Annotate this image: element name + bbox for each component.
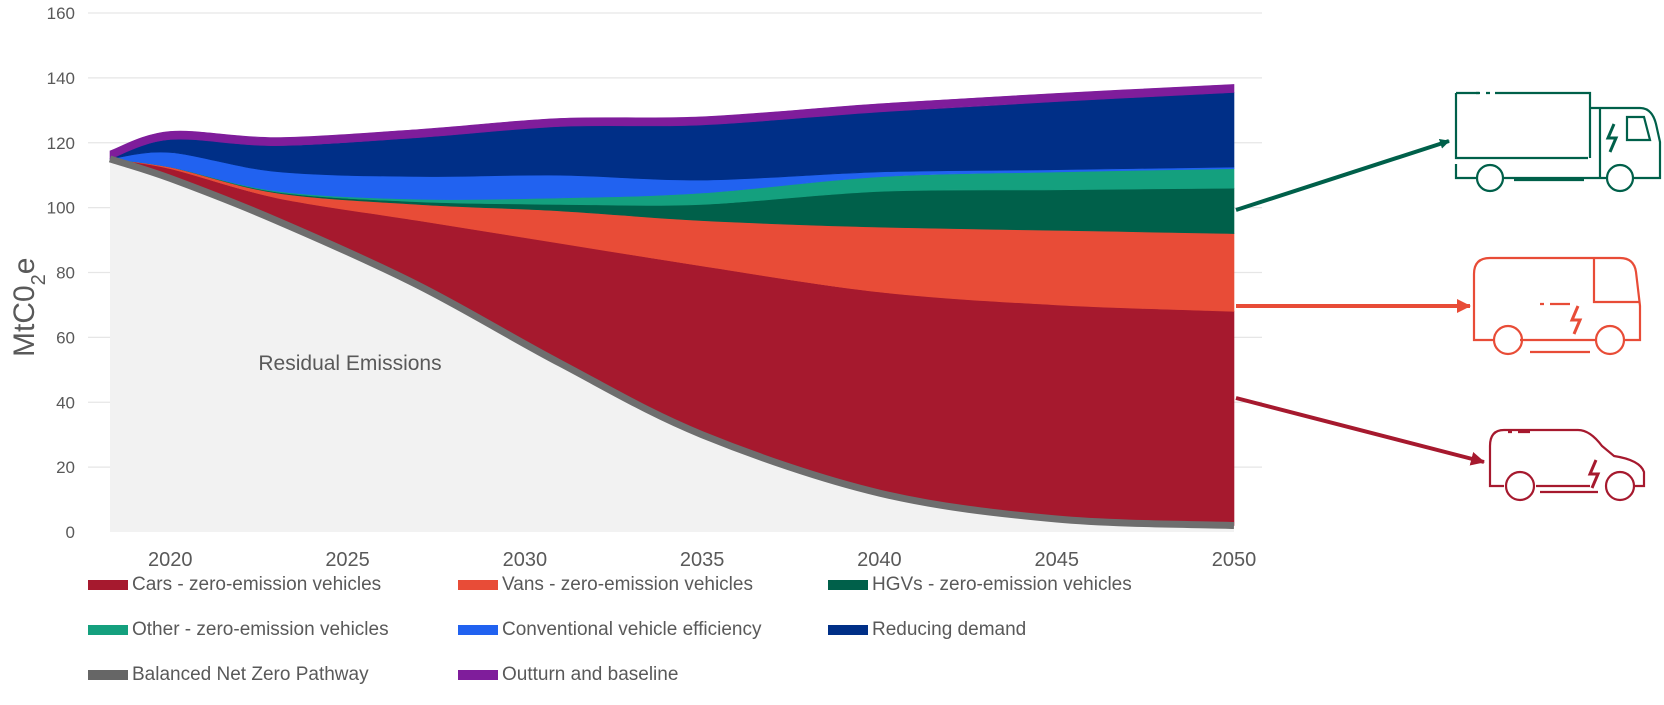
- x-tick-label: 2050: [1212, 549, 1257, 571]
- legend-swatch: [88, 670, 128, 680]
- balanced-net-zero-pathway-line: [108, 155, 1235, 529]
- stacked-areas: [108, 84, 1235, 532]
- y-tick-label: 60: [56, 328, 75, 347]
- legend-swatch: [458, 625, 498, 635]
- electric-car-icon: [1488, 428, 1646, 502]
- legend-item: Conventional vehicle efficiency: [458, 619, 761, 641]
- legend-swatch: [828, 580, 868, 590]
- legend-swatch: [458, 670, 498, 680]
- area-outturn-and-baseline: [109, 84, 1235, 160]
- legend-item: Balanced Net Zero Pathway: [88, 664, 369, 686]
- legend-label: HGVs - zero-emission vehicles: [872, 574, 1132, 595]
- legend-item: Reducing demand: [828, 619, 1026, 641]
- legend-item: HGVs - zero-emission vehicles: [828, 574, 1132, 596]
- residual-emissions-annotation: Residual Emissions: [258, 352, 441, 375]
- y-tick-label: 160: [47, 4, 75, 23]
- legend-label: Vans - zero-emission vehicles: [502, 574, 753, 595]
- legend-item: Outturn and baseline: [458, 664, 678, 686]
- legend-item: Cars - zero-emission vehicles: [88, 574, 381, 596]
- legend-item: Vans - zero-emission vehicles: [458, 574, 753, 596]
- x-tick-label: 2040: [857, 549, 902, 571]
- legend-label: Cars - zero-emission vehicles: [132, 574, 382, 595]
- x-tick-label: 2020: [148, 549, 193, 571]
- residual-emissions-area: [110, 158, 1234, 532]
- legend-swatch: [458, 580, 498, 590]
- y-tick-label: 40: [56, 393, 75, 412]
- hgv-callout-arrow: [1235, 139, 1450, 212]
- y-tick-label: 0: [66, 523, 75, 542]
- x-tick-label: 2045: [1034, 549, 1079, 571]
- legend-label: Reducing demand: [872, 619, 1027, 640]
- y-axis-ticks: 0 20 40 60 80 100 120 140 160: [47, 4, 75, 542]
- car-callout-arrow: [1235, 396, 1485, 466]
- legend-label: Other - zero-emission vehicles: [132, 619, 389, 640]
- x-axis-ticks: 2020 2025 2030 2035 2040 2045 2050: [148, 549, 1256, 571]
- y-tick-label: 100: [47, 199, 75, 218]
- legend-label: Balanced Net Zero Pathway: [132, 664, 369, 685]
- electric-truck-icon: [1454, 91, 1662, 193]
- y-tick-label: 20: [56, 458, 75, 477]
- y-tick-label: 140: [47, 69, 75, 88]
- legend-item: Other - zero-emission vehicles: [88, 619, 389, 641]
- x-tick-label: 2030: [503, 549, 548, 571]
- legend-swatch: [88, 580, 128, 590]
- y-tick-label: 120: [47, 134, 75, 153]
- legend-swatch: [828, 625, 868, 635]
- legend-label: Outturn and baseline: [502, 664, 679, 685]
- x-tick-label: 2025: [325, 549, 370, 571]
- legend-swatch: [88, 625, 128, 635]
- legend-label: Conventional vehicle efficiency: [502, 619, 762, 640]
- electric-van-icon: [1472, 256, 1642, 356]
- y-tick-label: 80: [56, 264, 75, 283]
- x-tick-label: 2035: [680, 549, 725, 571]
- area-reducing-demand: [109, 92, 1235, 181]
- y-axis-label: MtC02e: [8, 258, 50, 358]
